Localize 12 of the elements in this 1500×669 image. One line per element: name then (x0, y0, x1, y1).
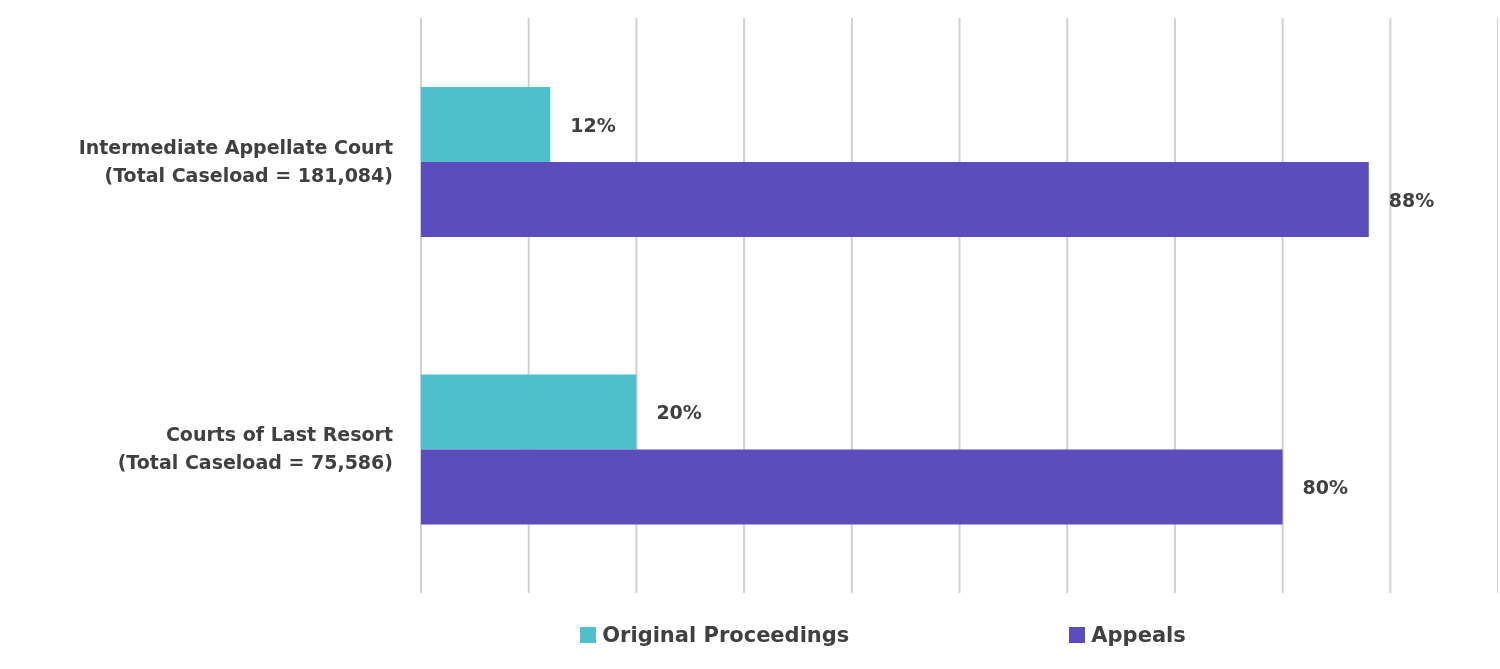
bar (421, 374, 637, 450)
bar (421, 87, 551, 162)
bar (421, 449, 1283, 525)
data-label: 12% (570, 113, 616, 136)
legend-label: Appeals (1090, 623, 1186, 647)
bar (421, 162, 1369, 237)
legend-label: Original Proceedings (601, 623, 850, 647)
data-label: 88% (1388, 188, 1435, 211)
y-tick-label: Intermediate Appellate Court (Total Caseload = 181,084) (78, 135, 393, 186)
y-tick-label: Courts of Last Resort (Total Caseload = 75,586) (117, 423, 393, 474)
data-label: 20% (656, 401, 702, 423)
data-label: 80% (1302, 476, 1349, 498)
